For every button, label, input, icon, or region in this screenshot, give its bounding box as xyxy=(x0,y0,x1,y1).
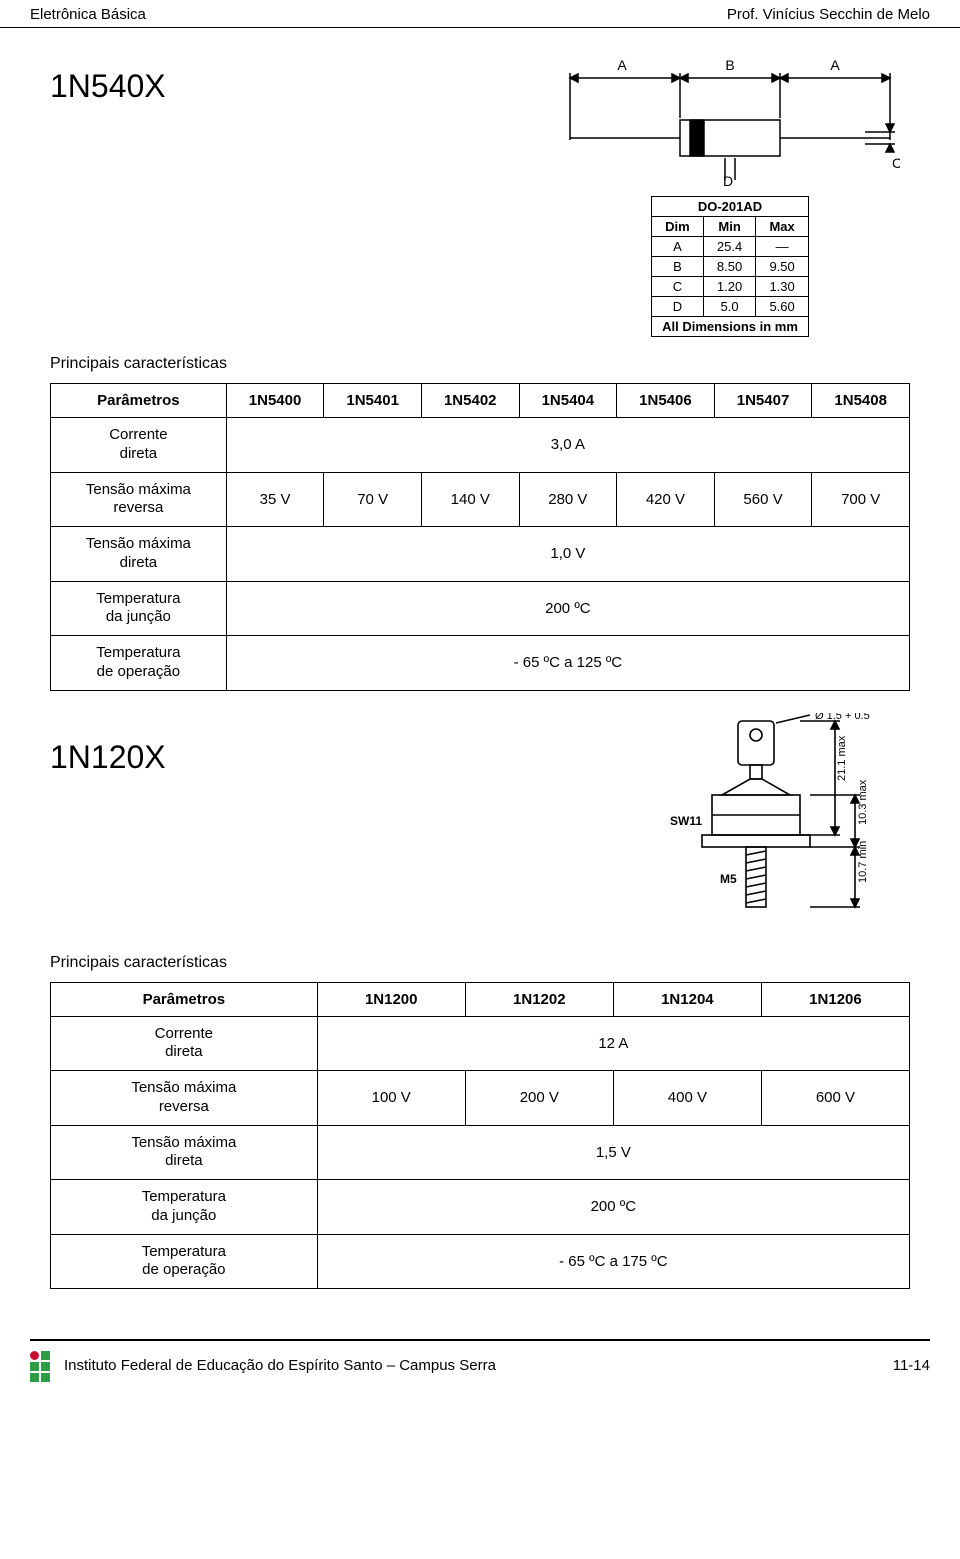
svg-text:SW11: SW11 xyxy=(670,814,702,828)
page-number: 11-14 xyxy=(893,1357,930,1374)
section1-title: 1N540X xyxy=(50,68,166,105)
dim-a-label: A xyxy=(617,57,627,73)
dimcol-1: Min xyxy=(703,217,756,237)
section2-table: Parâmetros 1N1200 1N1202 1N1204 1N1206 C… xyxy=(50,982,910,1290)
package-name: DO-201AD xyxy=(652,197,809,217)
package-dim-table: DO-201AD Dim Min Max A25.4— B8.509.50 C1… xyxy=(651,196,809,337)
section2-title: 1N120X xyxy=(50,739,166,776)
page-header: Eletrônica Básica Prof. Vinícius Secchin… xyxy=(0,0,960,28)
dimcol-2: Max xyxy=(756,217,809,237)
footer-text: Instituto Federal de Educação do Espírit… xyxy=(64,1357,496,1374)
svg-text:21.1 max: 21.1 max xyxy=(836,735,848,781)
section1-subhead: Principais características xyxy=(50,355,910,373)
if-logo-icon xyxy=(30,1351,54,1379)
svg-text:Ø 1.5 + 0.5: Ø 1.5 + 0.5 xyxy=(815,713,870,722)
svg-text:10.7 min: 10.7 min xyxy=(857,840,869,882)
header-left: Eletrônica Básica xyxy=(30,6,146,23)
header-right: Prof. Vinícius Secchin de Melo xyxy=(727,6,930,23)
dimcol-0: Dim xyxy=(652,217,704,237)
page-footer: Instituto Federal de Educação do Espírit… xyxy=(30,1339,930,1409)
package-figure: A B A C D DO-201AD Dim Min Max A25.4— B8… xyxy=(550,48,910,337)
svg-text:C: C xyxy=(892,155,900,171)
section2-subhead: Principais características xyxy=(50,954,910,972)
dim-footer: All Dimensions in mm xyxy=(652,317,809,337)
stud-diode-figure: Ø 1.5 + 0.5 21.1 max 10.3 max 10.7 min S… xyxy=(650,713,910,936)
svg-text:10.3 max: 10.3 max xyxy=(857,779,869,825)
svg-text:M5: M5 xyxy=(720,872,737,886)
svg-text:A: A xyxy=(830,57,840,73)
section1-table: Parâmetros 1N5400 1N5401 1N5402 1N5404 1… xyxy=(50,383,910,691)
svg-text:D: D xyxy=(723,173,733,188)
param-cell: Correntedireta xyxy=(51,418,227,473)
svg-text:B: B xyxy=(725,57,734,73)
